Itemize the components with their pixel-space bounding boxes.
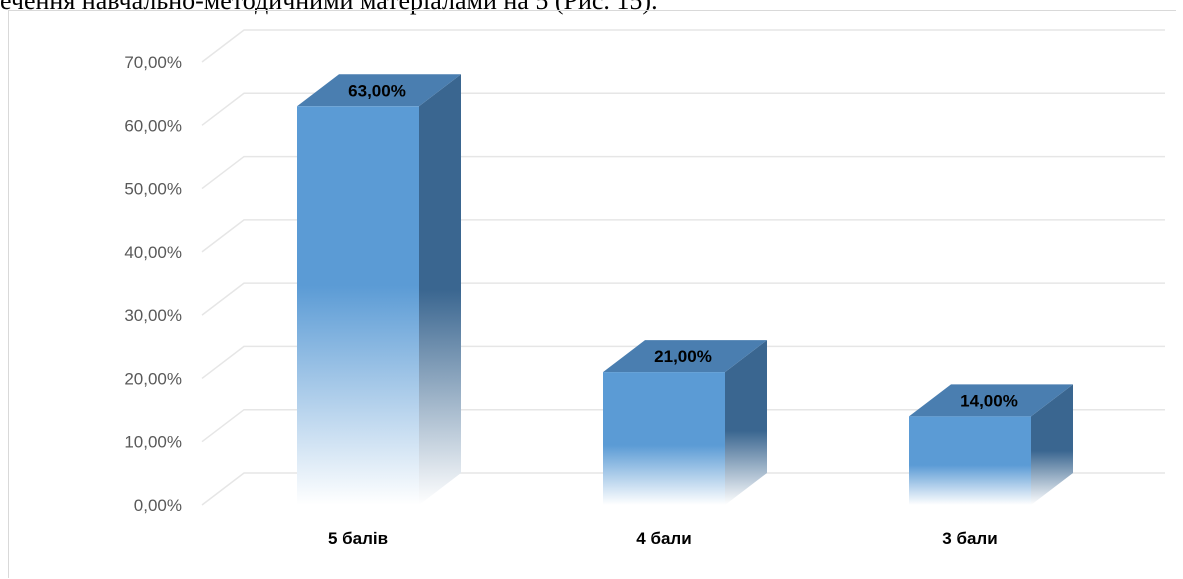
y-tick-label: 60,00% [124,116,182,135]
bar-side-face [725,340,767,505]
y-tick-label: 40,00% [124,243,182,262]
y-tick-label: 20,00% [124,369,182,388]
gridline [201,408,1165,443]
bar [297,74,461,506]
bar-side-face [1031,384,1073,505]
bar-top-face [909,384,1073,417]
y-tick-label: 50,00% [124,180,182,199]
gridline [201,345,1165,380]
bar [603,340,767,505]
gridlines [201,29,1165,506]
x-category-label: 3 бали [942,529,997,548]
data-label: 63,00% [348,81,406,100]
chart-frame [8,10,1176,578]
bars [297,74,1073,506]
data-labels: 63,00% 21,00% 14,00% [348,81,1018,410]
y-axis-ticks: 0,00% 10,00% 20,00% 30,00% 40,00% 50,00% 60,00… [124,53,182,515]
bar-side-face [419,74,461,506]
bar-top-face [297,74,461,107]
gridline [201,155,1165,190]
document-caption-line: ечення навчально-методичними матеріалами… [0,0,658,15]
gridline [201,472,1165,506]
bar-front-face [297,106,419,506]
y-tick-label: 70,00% [124,53,182,72]
bar-front-face [909,416,1031,505]
x-category-label: 5 балів [328,529,388,548]
x-axis-categories: 5 балів 4 бали 3 бали [328,529,998,548]
y-tick-label: 10,00% [124,433,182,452]
bar-top-face [603,340,767,373]
bar-front-face [603,372,725,505]
x-category-label: 4 бали [636,529,691,548]
gridline [201,92,1165,126]
data-label: 14,00% [960,391,1018,410]
bar [909,384,1073,505]
gridline [201,219,1165,253]
gridline [201,282,1165,316]
y-tick-label: 30,00% [124,306,182,325]
data-label: 21,00% [654,347,712,366]
gridline [201,29,1165,63]
y-tick-label: 0,00% [134,496,182,515]
